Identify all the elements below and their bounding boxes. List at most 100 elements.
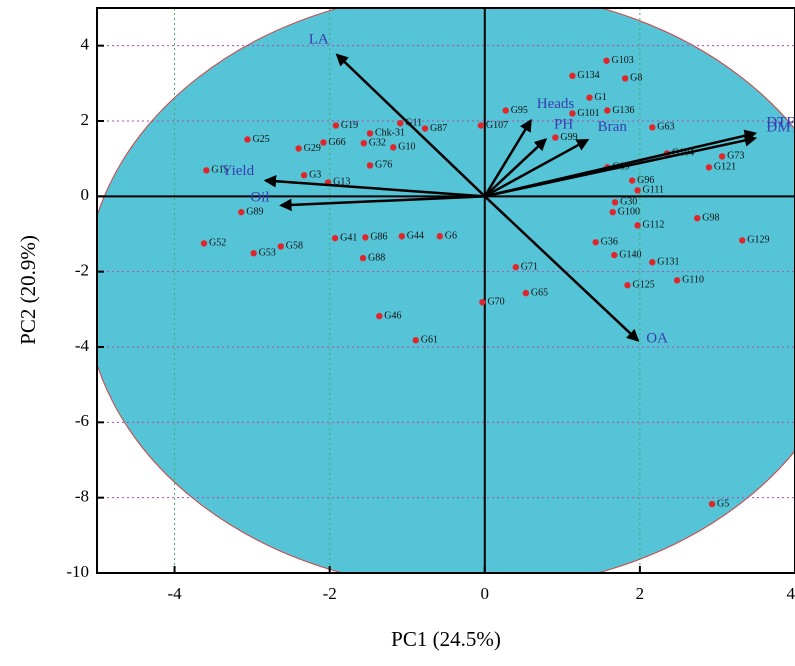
point [397, 120, 404, 127]
point [569, 72, 576, 80]
point [238, 208, 245, 216]
point [628, 177, 636, 184]
point-label: G53 [259, 248, 276, 259]
y-tick-label: 4 [81, 35, 90, 54]
point [624, 282, 631, 289]
vector-label: OA [646, 331, 668, 347]
vector-label: Bran [598, 119, 628, 135]
point-label: G30 [620, 197, 637, 208]
y-tick-label: -4 [75, 336, 90, 355]
point-label: G1 [594, 92, 606, 103]
vector-label: Oil [250, 189, 269, 205]
point-label: G87 [430, 123, 447, 134]
point [739, 237, 746, 244]
vector-label: DTF [766, 115, 794, 131]
point-label: G134 [577, 70, 599, 81]
point [362, 234, 369, 241]
point-label: G107 [486, 120, 508, 131]
point-label: G29 [304, 143, 321, 154]
point [634, 222, 641, 229]
point [649, 259, 656, 266]
y-tick-label: -2 [75, 261, 89, 280]
point [359, 254, 367, 262]
point-label: G88 [368, 252, 385, 263]
x-axis-title: PC1 (24.5%) [391, 627, 501, 651]
plot-frame [96, 7, 795, 574]
point [479, 298, 486, 306]
point-label: G110 [682, 275, 704, 286]
y-tick-label: -8 [75, 487, 89, 506]
point-label: G112 [643, 220, 665, 231]
point [244, 136, 251, 143]
point [277, 243, 285, 250]
point-label: G121 [714, 162, 736, 173]
point [611, 251, 618, 259]
point-label: G5 [717, 498, 729, 509]
point [569, 110, 576, 117]
point-label: G32 [369, 138, 386, 149]
point [203, 167, 210, 174]
point-label: G125 [632, 280, 654, 291]
point [522, 289, 530, 297]
confidence-ellipse [97, 8, 795, 573]
vector-label: DMT [766, 120, 795, 136]
point [708, 500, 716, 508]
point [649, 124, 656, 131]
point-label: G86 [370, 232, 387, 243]
point-label: G3 [309, 170, 321, 181]
y-tick-label: 2 [81, 110, 90, 129]
point-label: G76 [375, 160, 392, 171]
point-label: G25 [252, 134, 269, 145]
point [360, 140, 367, 147]
point-label: G61 [421, 335, 438, 346]
point-label: G89 [246, 206, 263, 217]
point [331, 234, 339, 242]
loading-vector [483, 118, 532, 197]
point-label: G15 [211, 165, 228, 176]
loading-vector [483, 138, 548, 198]
point-label: G44 [407, 231, 424, 242]
vector-label: PH [554, 116, 573, 132]
x-tick-label: 4 [787, 584, 795, 603]
point [552, 134, 559, 141]
point [250, 250, 257, 257]
point-label: G13 [333, 177, 350, 188]
x-tick-label: -4 [167, 584, 182, 603]
point-label: G6 [445, 231, 457, 242]
point-label: G101 [577, 108, 599, 119]
loading-vector [279, 195, 485, 212]
point-label: G8 [630, 73, 642, 84]
point [611, 199, 619, 206]
vector-label: LA [309, 32, 329, 48]
point-label: G41 [340, 232, 357, 243]
loading-vector [335, 53, 486, 198]
point-label: G111 [643, 185, 664, 196]
point [295, 145, 302, 152]
point [477, 122, 485, 129]
point [300, 172, 308, 179]
point-label: G70 [487, 296, 504, 307]
point [634, 187, 641, 194]
point [320, 139, 327, 146]
point [376, 312, 383, 320]
point-label: G46 [384, 310, 401, 321]
point [390, 144, 397, 151]
point-label: G36 [601, 237, 618, 248]
point-label: G11 [405, 118, 422, 129]
point-label: G95 [511, 105, 528, 116]
point [592, 239, 599, 246]
point [673, 277, 681, 284]
point-label: G66 [328, 137, 345, 148]
point [718, 153, 726, 160]
y-axis-title: PC2 (20.9%) [16, 235, 40, 345]
point [332, 122, 340, 129]
point [412, 337, 419, 344]
point [603, 57, 610, 64]
loading-vector [484, 134, 758, 198]
point [604, 107, 611, 114]
point-label: G58 [286, 241, 303, 252]
y-tick-label: 0 [81, 185, 90, 204]
point [512, 263, 519, 271]
